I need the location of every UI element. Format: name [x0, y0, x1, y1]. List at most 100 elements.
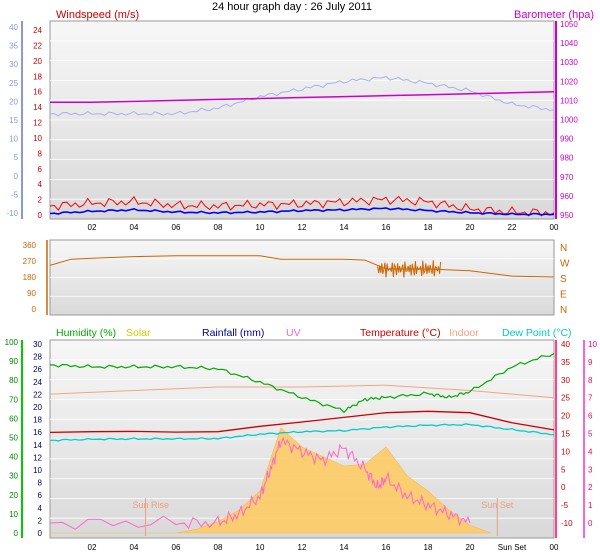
- panel3-x-tick-label: 16: [382, 543, 391, 552]
- rainfall-tick-label: 22: [33, 390, 42, 399]
- temperature-tick-label: 5: [561, 465, 566, 474]
- panel1-x-tick-label: 06: [172, 223, 181, 232]
- compass-label: W: [560, 259, 570, 270]
- barometer-tick-label: 1020: [560, 77, 578, 86]
- temperature-tick-label: 0: [561, 483, 566, 492]
- wind-direction-line: [49, 255, 555, 278]
- panel3-x-tick-label: 12: [298, 543, 307, 552]
- barometer-tick-label: 1030: [560, 58, 578, 67]
- panel3-x-axis: 02 04 06 08 10 12 14 16 18 20 Sun Set 00: [88, 543, 559, 552]
- legend-label: UV: [286, 327, 301, 339]
- compass-label: N: [560, 305, 567, 316]
- windspeed-blue-tick-label: 10: [9, 135, 18, 144]
- legend-label: Rainfall (mm): [202, 327, 264, 339]
- humidity-tick-label: 100: [5, 338, 19, 347]
- direction-degree-label: 270: [23, 257, 37, 266]
- panel1-x-tick-label: 04: [130, 223, 139, 232]
- indoor-temperature-line: [49, 384, 555, 399]
- humidity-tick-label: 10: [9, 510, 18, 519]
- panel3-annotations: Sun Rise Sun Set: [133, 498, 514, 536]
- barometer-tick-label: 990: [560, 135, 574, 144]
- windspeed-blue-axis-ticks: 40 35 30 25 20 15 10 5 0 -5 -10: [6, 23, 18, 218]
- windspeed-red-tick-label: 10: [33, 134, 42, 143]
- panel1-x-tick-label: 18: [424, 223, 433, 232]
- windspeed-red-tick-label: 24: [33, 26, 42, 35]
- humidity-tick-label: 70: [9, 395, 18, 404]
- windspeed-red-tick-label: 20: [33, 57, 42, 66]
- humidity-tick-label: 90: [9, 357, 18, 366]
- windspeed-blue-tick-label: 20: [9, 97, 18, 106]
- windspeed-blue-tick-label: 25: [9, 79, 18, 88]
- windspeed-red-tick-label: 8: [38, 149, 43, 158]
- barometer-line: [50, 91, 555, 104]
- rainfall-tick-label: 10: [33, 466, 42, 475]
- barometer-tick-label: 980: [560, 154, 574, 163]
- uv-tick-label: 10: [588, 340, 597, 349]
- rainfall-tick-label: 8: [38, 479, 43, 488]
- legend-label: Indoor: [449, 327, 479, 339]
- rainfall-tick-label: 18: [33, 416, 42, 425]
- panel1-x-tick-label: 12: [298, 223, 307, 232]
- rainfall-tick-label: 28: [33, 353, 42, 362]
- windspeed-blue-tick-label: -5: [11, 190, 19, 199]
- windspeed-red-tick-label: 2: [38, 196, 43, 205]
- panel3-x-tick-label: 02: [88, 543, 97, 552]
- humidity-tick-label: 0: [14, 529, 19, 538]
- windspeed-blue-tick-label: -10: [6, 209, 18, 218]
- barometer-secondary-line: [49, 75, 555, 117]
- uv-tick-label: 4: [588, 447, 593, 456]
- humidity-tick-label: 50: [9, 434, 18, 443]
- panel3-x-tick-label: Sun Set: [498, 543, 527, 552]
- rainfall-tick-label: 2: [38, 516, 43, 525]
- direction-degree-label: 360: [23, 241, 37, 250]
- barometer-tick-label: 1040: [560, 39, 578, 48]
- temperature-tick-label: 10: [561, 447, 570, 456]
- rainfall-tick-label: 26: [33, 365, 42, 374]
- panel3-series: [49, 353, 555, 534]
- direction-degree-ticks: 360 270 180 90 0: [23, 241, 37, 314]
- rainfall-tick-label: 16: [33, 428, 42, 437]
- direction-degree-label: 180: [23, 273, 37, 282]
- humidity-tick-label: 60: [9, 414, 18, 423]
- uv-tick-label: 7: [588, 394, 593, 403]
- panel3-x-tick-label: 10: [256, 543, 265, 552]
- uv-tick-label: 8: [588, 376, 593, 385]
- panel1-x-tick-label: 20: [466, 223, 475, 232]
- panel2-series: [49, 255, 555, 278]
- sun-set-label: Sun Set: [481, 500, 514, 510]
- barometer-tick-label: 960: [560, 192, 574, 201]
- barometer-tick-label: 970: [560, 173, 574, 182]
- panel1-x-tick-label: 16: [382, 223, 391, 232]
- uv-tick-label: 3: [588, 465, 593, 474]
- legend-label: Temperature (°C): [360, 327, 441, 339]
- humidity-line: [49, 353, 555, 414]
- legend-label: Solar: [126, 327, 151, 339]
- compass-label: E: [560, 290, 567, 301]
- humidity-tick-label: 80: [9, 376, 18, 385]
- rainfall-tick-label: 12: [33, 453, 42, 462]
- compass-label: N: [560, 243, 567, 254]
- panel3-x-tick-label: 04: [130, 543, 139, 552]
- rainfall-tick-label: 4: [38, 504, 43, 513]
- panel1-x-tick-label: 08: [214, 223, 223, 232]
- panel1-x-tick-label: 10: [256, 223, 265, 232]
- panel3-x-tick-label: 08: [214, 543, 223, 552]
- graph-title: 24 hour graph day : 26 July 2011: [212, 1, 372, 13]
- dew-point-line: [49, 423, 555, 442]
- panel3-x-tick-label: 06: [172, 543, 181, 552]
- windspeed-red-tick-label: 18: [33, 72, 42, 81]
- temperature-tick-label: 25: [561, 394, 570, 403]
- direction-degree-label: 90: [27, 289, 36, 298]
- uv-tick-label: 5: [588, 430, 593, 439]
- rainfall-tick-label: 14: [33, 441, 42, 450]
- temperature-axis-ticks: 40 35 30 25 20 15 10 5 0 -5 -10: [561, 340, 573, 528]
- rainfall-tick-label: 20: [33, 403, 42, 412]
- panel3-x-tick-label: 14: [340, 543, 349, 552]
- rainfall-tick-label: 24: [33, 378, 42, 387]
